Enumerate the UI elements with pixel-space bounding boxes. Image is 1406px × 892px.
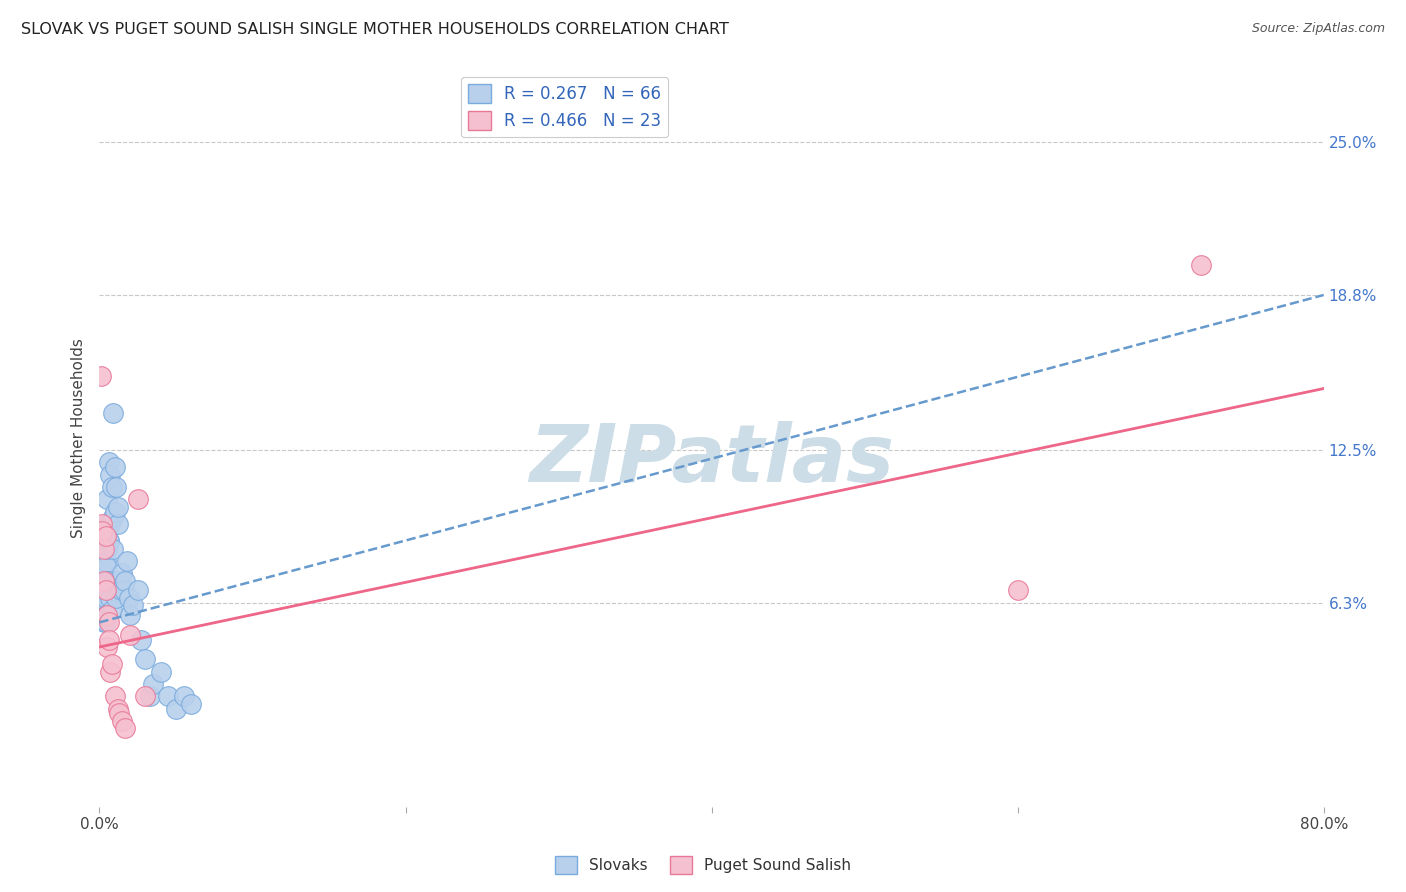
Point [96,607,118,622]
Point [94,615,117,630]
Point [139,690,162,704]
Point [118,607,141,622]
Point [97,632,120,647]
Point [157,690,180,704]
Point [97,534,120,549]
Point [129,632,152,647]
Point [96,574,118,588]
Point [93,574,115,588]
Point [93,615,115,630]
Point [180,697,202,711]
Point [1189,259,1212,273]
Point [107,500,129,514]
Point [91,524,114,539]
Point [94,607,117,622]
Point [108,706,131,721]
Point [91,574,114,588]
Point [105,591,128,605]
Point [114,721,136,735]
Point [90,576,112,591]
Point [107,701,129,715]
Point [103,406,125,420]
Point [94,607,117,622]
Point [105,480,128,494]
Point [91,516,114,531]
Text: SLOVAK VS PUGET SOUND SALISH SINGLE MOTHER HOUSEHOLDS CORRELATION CHART: SLOVAK VS PUGET SOUND SALISH SINGLE MOTH… [21,22,728,37]
Point [173,690,195,704]
Point [104,574,127,588]
Point [93,583,115,598]
Y-axis label: Single Mother Households: Single Mother Households [72,338,86,538]
Point [127,492,149,507]
Point [93,566,115,581]
Point [96,607,118,622]
Point [97,534,120,549]
Text: ZIPatlas: ZIPatlas [529,421,894,499]
Point [111,566,134,581]
Point [100,603,122,617]
Point [94,529,117,543]
Point [117,591,139,605]
Legend: R = 0.267   N = 66, R = 0.466   N = 23: R = 0.267 N = 66, R = 0.466 N = 23 [461,77,668,137]
Point [103,509,125,524]
Point [104,505,127,519]
Point [90,596,112,610]
Point [112,583,135,598]
Point [127,583,149,598]
Point [91,591,114,605]
Point [94,591,117,605]
Text: Source: ZipAtlas.com: Source: ZipAtlas.com [1251,22,1385,36]
Point [93,574,115,588]
Point [94,554,117,568]
Point [98,665,121,679]
Point [165,701,187,715]
Legend: Slovaks, Puget Sound Salish: Slovaks, Puget Sound Salish [548,850,858,880]
Point [91,583,114,598]
Point [97,615,120,630]
Point [96,492,118,507]
Point [149,665,172,679]
Point [134,652,156,666]
Point [94,583,117,598]
Point [96,516,118,531]
Point [93,541,115,556]
Point [118,628,141,642]
Point [96,541,118,556]
Point [134,690,156,704]
Point [90,369,112,384]
Point [122,598,145,612]
Point [111,714,134,728]
Point [97,574,120,588]
Point [90,607,112,622]
Point [100,480,122,494]
Point [91,607,114,622]
Point [98,516,121,531]
Point [94,558,117,573]
Point [108,574,131,588]
Point [96,529,118,543]
Point [93,603,115,617]
Point [115,554,138,568]
Point [96,640,118,654]
Point [100,657,122,672]
Point [104,460,127,475]
Point [93,578,115,592]
Point [104,690,127,704]
Point [142,677,165,691]
Point [98,591,121,605]
Point [107,516,129,531]
Point [97,455,120,469]
Point [93,596,115,610]
Point [98,467,121,482]
Point [1007,583,1029,598]
Point [114,574,136,588]
Point [110,583,132,598]
Point [103,541,125,556]
Point [91,603,114,617]
Point [94,583,117,598]
